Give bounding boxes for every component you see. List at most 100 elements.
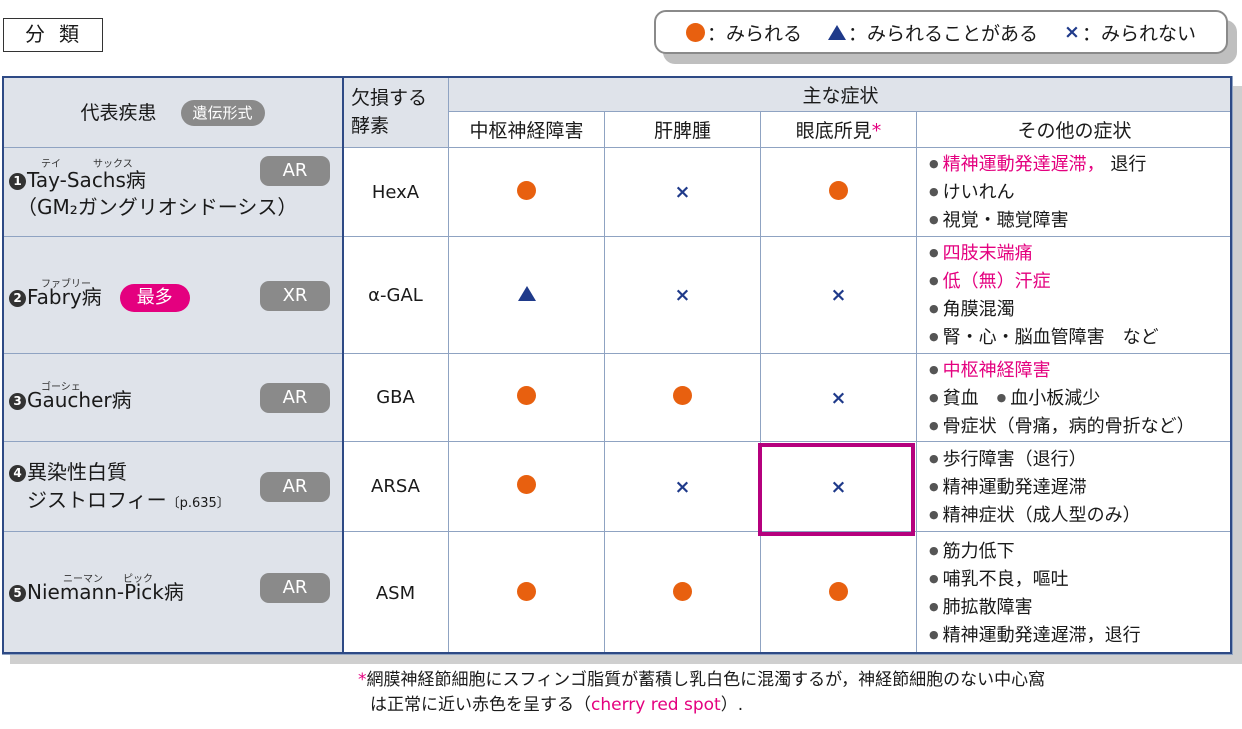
symptom-text: 精神運動発達遅滞 — [942, 476, 1087, 498]
disease-cell-mld: 4 異染性白質 ジストロフィー〔p.635〕 AR — [2, 441, 343, 532]
bullet-icon: ● — [929, 362, 939, 376]
fundus-cell: × — [760, 236, 917, 354]
header-disease: 代表疾患 遺伝形式 — [2, 76, 343, 148]
legend-label-seen: ：みられる — [707, 22, 803, 45]
disease-name-niemann-pick: Niemann-Pick病 — [27, 580, 184, 604]
hsm-cell: × — [604, 236, 761, 354]
disease-name-line1: 1 Tay-Sachs病 — [9, 167, 146, 193]
symptom-item: ● 精神運動発達遅滞 — [929, 473, 1232, 501]
cross-icon: × — [1064, 21, 1080, 43]
cross-icon: × — [830, 284, 847, 306]
symptom-text: 歩行障害（退行） — [942, 448, 1087, 470]
disease-cell-niemann-pick: ニーマン ピック 5 Niemann-Pick病 AR — [2, 531, 343, 655]
triangle-icon — [517, 285, 536, 301]
symptom-text: 肺拡散障害 — [942, 597, 1033, 618]
cns-cell — [448, 353, 605, 442]
orange-dot-icon — [673, 386, 692, 405]
inheritance-badge: AR — [260, 156, 330, 186]
hsm-cell: × — [604, 441, 761, 532]
disease-name-fabry: Fabry病 — [27, 285, 102, 309]
inheritance-badge: XR — [260, 281, 330, 311]
symptom-item: ● 四肢末端痛 — [929, 239, 1232, 267]
symptom-item: ● 精神運動発達遅滞， 退行 — [929, 150, 1232, 178]
orange-dot-icon — [517, 180, 536, 200]
number-2-icon: 2 — [9, 290, 26, 307]
table-row: ファブリー 2 Fabry病 最多 XR α-GAL × × ● 四肢末端痛 ● 低（無… — [2, 236, 1234, 354]
disease-cell-tay-sachs: テイ サックス 1 Tay-Sachs病 （GM₂ガングリオシドーシス） AR — [2, 147, 343, 237]
bullet-icon: ● — [929, 600, 939, 613]
ruby-pikku: ピック — [123, 574, 153, 585]
bullet-icon: ● — [929, 544, 939, 557]
cross-icon: × — [674, 475, 691, 498]
bullet-icon: ● — [996, 390, 1007, 404]
ruby-faburii: ファブリー — [41, 279, 91, 290]
symptom-text: 角膜混濁 — [942, 299, 1015, 320]
symptom-text: 四肢末端痛 — [942, 243, 1033, 264]
footnote-line2: は正常に近い赤色を呈する（cherry red spot）. — [358, 693, 1045, 718]
bullet-icon: ● — [929, 213, 939, 226]
header-fundus: 眼底所見* — [760, 111, 917, 148]
table-border-right — [1230, 76, 1232, 654]
disease-cell-gaucher: ゴーシェ 3 Gaucher病 AR — [2, 353, 343, 442]
header-inheritance-badge: 遺伝形式 — [180, 100, 265, 127]
disease-name-mld-1: 異染性白質 — [27, 460, 127, 484]
bullet-icon: ● — [929, 390, 939, 404]
fundus-cell: × — [760, 353, 917, 442]
ruby-niiman: ニーマン — [63, 574, 103, 585]
symptom-text: 骨症状（骨痛，病的骨折など） — [942, 415, 1195, 437]
header-hsm: 肝脾腫 — [604, 111, 761, 148]
symptom-text: 精神運動発達遅滞，退行 — [942, 625, 1141, 646]
table-row: ニーマン ピック 5 Niemann-Pick病 AR ASM ● 筋力低下 ● 哺乳… — [2, 531, 1234, 655]
symptom-text: 低（無）汗症 — [942, 271, 1051, 292]
bullet-icon: ● — [929, 274, 939, 287]
enzyme-cell: HexA — [342, 147, 449, 237]
bullet-icon: ● — [929, 418, 939, 432]
bullet-icon: ● — [929, 302, 939, 315]
number-1-icon: 1 — [9, 173, 26, 190]
footnote-text-2a: は正常に近い赤色を呈する（ — [370, 695, 591, 715]
table-divider — [342, 76, 344, 654]
bullet-icon: ● — [929, 572, 939, 585]
highlight-box — [758, 443, 915, 536]
other-symptoms-cell: ● 精神運動発達遅滞， 退行 ● けいれん ● 視覚・聴覚障害 — [915, 147, 1234, 237]
legend-item-seen: ：みられる — [686, 19, 802, 46]
disease-name-line1: 4 異染性白質 — [9, 459, 127, 485]
table-border-bottom — [2, 652, 1232, 654]
hsm-cell — [604, 531, 761, 655]
symptom-item: ● 貧血 ● 血小板減少 — [929, 384, 1232, 412]
symptom-item: ● 視覚・聴覚障害 — [929, 206, 1232, 234]
symptom-item: ● 骨症状（骨痛，病的骨折など） — [929, 412, 1232, 440]
legend-label-not-seen: ：みられない — [1081, 22, 1196, 45]
symptom-item: ● 精神運動発達遅滞，退行 — [929, 621, 1232, 649]
header-main-symptoms: 主な症状 — [447, 76, 1234, 112]
number-3-icon: 3 — [9, 393, 26, 410]
header-fundus-mark: * — [871, 120, 882, 142]
symptom-item: ● 腎・心・脳血管障害 など — [929, 323, 1232, 351]
header-enzyme-line2: 酵素 — [351, 115, 390, 137]
symptom-text: 精神症状（成人型のみ） — [942, 504, 1141, 526]
symptom-item: ● 角膜混濁 — [929, 295, 1232, 323]
bullet-icon: ● — [929, 185, 939, 198]
disease-name-gaucher: Gaucher病 — [27, 388, 132, 412]
symptom-text: 筋力低下 — [942, 541, 1015, 562]
cns-cell — [448, 531, 605, 655]
table-row: ゴーシェ 3 Gaucher病 AR GBA × ● 中枢神経障害 ● 貧血 ● 血小板… — [2, 353, 1234, 442]
footnote-mark: * — [358, 670, 367, 690]
inheritance-badge: AR — [260, 383, 330, 413]
section-title: 分類 — [3, 18, 103, 52]
cross-icon: × — [830, 475, 847, 498]
disease-name-line2: ジストロフィー〔p.635〕 — [27, 487, 230, 517]
header-enzyme: 欠損する 酵素 — [342, 76, 449, 148]
enzyme-cell: ASM — [342, 531, 449, 655]
fundus-cell — [760, 147, 917, 237]
other-symptoms-cell: ● 筋力低下 ● 哺乳不良，嘔吐 ● 肺拡散障害 ● 精神運動発達遅滞，退行 — [915, 531, 1234, 655]
table-border-top — [2, 76, 1232, 78]
legend-item-not-seen: × ：みられない — [1064, 19, 1196, 46]
bullet-icon: ● — [929, 628, 939, 641]
symptom-item: ● 歩行障害（退行） — [929, 445, 1232, 473]
symptom-item: ● 精神症状（成人型のみ） — [929, 501, 1232, 529]
enzyme-cell: α-GAL — [342, 236, 449, 354]
inheritance-badge: AR — [260, 472, 330, 502]
symptom-item: ● けいれん — [929, 178, 1232, 206]
bullet-icon: ● — [929, 330, 939, 343]
